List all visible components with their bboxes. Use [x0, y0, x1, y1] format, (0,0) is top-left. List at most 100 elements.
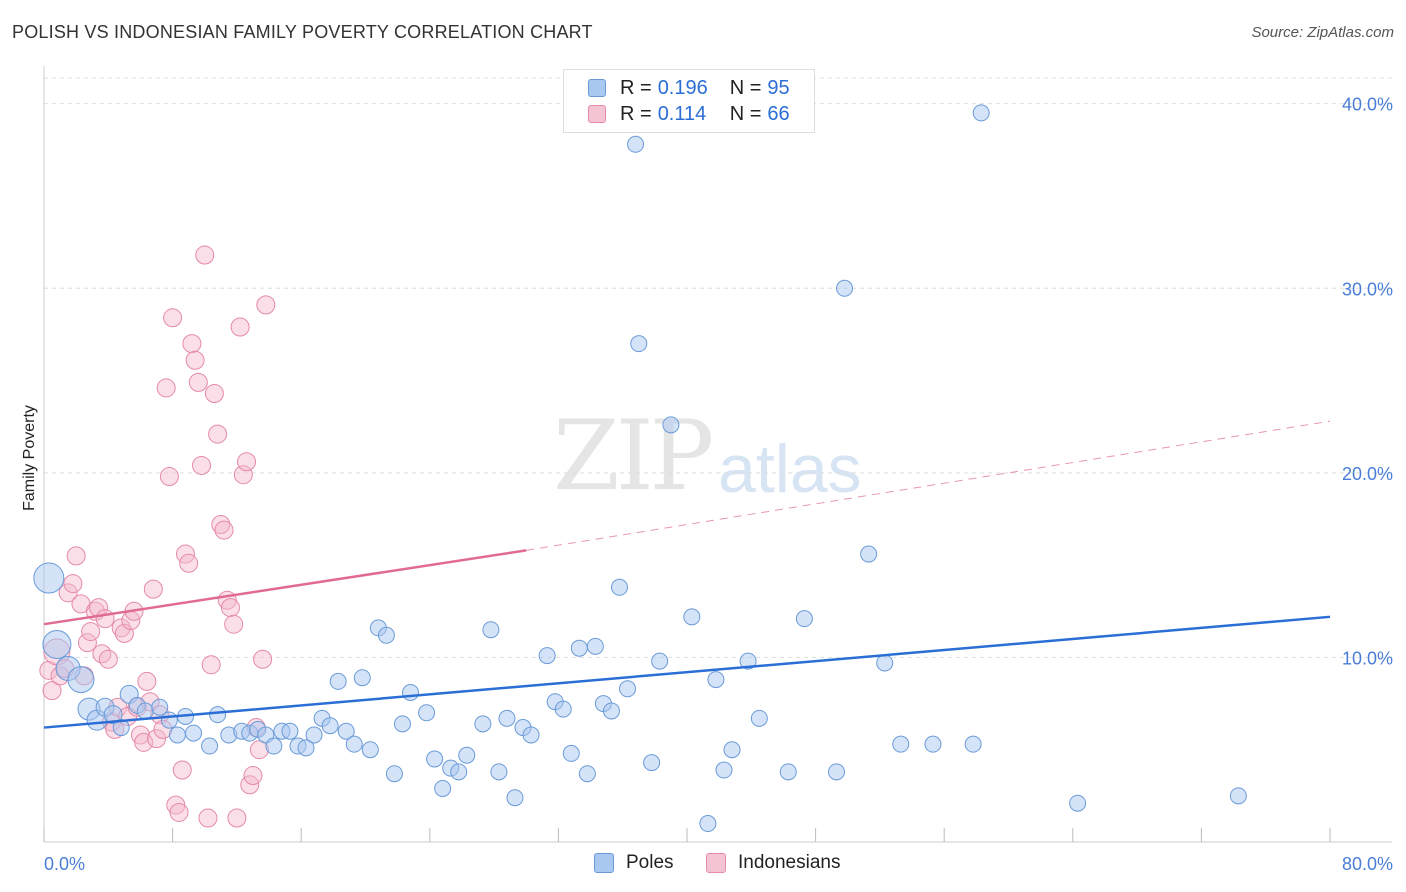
poles-point	[715, 761, 733, 779]
y-axis-label: Family Poverty	[21, 405, 38, 511]
poles-point	[892, 735, 910, 753]
poles-point	[297, 739, 315, 757]
poles-point	[329, 672, 347, 690]
poles-point	[474, 715, 492, 733]
y-tick-label-20: 20.0%	[1342, 464, 1393, 484]
poles-point	[651, 652, 669, 670]
watermark-zip: ZIP	[553, 400, 714, 512]
y-tick-label-40: 40.0%	[1342, 95, 1393, 115]
poles-point	[450, 763, 468, 781]
indonesians-point	[198, 808, 218, 828]
poles-point	[209, 706, 227, 724]
poles-point	[619, 680, 637, 698]
poles-point	[151, 698, 169, 716]
poles-point	[538, 647, 556, 665]
poles-point	[506, 789, 524, 807]
poles-point	[498, 709, 516, 727]
tick-labels: 10.0% 20.0% 30.0% 40.0% 0.0% 80.0%	[44, 95, 1393, 874]
poles-point	[353, 669, 371, 687]
indonesians-point	[192, 455, 212, 475]
poles-point	[103, 705, 123, 725]
indonesians-point	[66, 546, 86, 566]
poles-point	[683, 608, 701, 626]
poles-point	[699, 815, 717, 833]
poles-point	[662, 416, 680, 434]
poles-point	[795, 610, 813, 628]
indonesians-point	[224, 614, 244, 634]
indonesians-point	[92, 644, 112, 664]
poles-point	[67, 666, 95, 694]
indonesians-point	[143, 579, 163, 599]
poles-point	[337, 722, 355, 740]
indonesians-point	[147, 729, 167, 749]
indonesians-point	[188, 372, 208, 392]
poles-point	[739, 652, 757, 670]
poles-point	[385, 765, 403, 783]
indonesians-point	[185, 350, 205, 370]
poles-point	[490, 763, 508, 781]
indonesians-point	[156, 378, 176, 398]
x-tick-label-min: 0.0%	[44, 854, 85, 874]
poles-point	[827, 763, 845, 781]
poles-point	[610, 578, 628, 596]
indonesians-point	[169, 802, 189, 822]
indonesians-point	[237, 452, 257, 472]
legend-row-indonesians: R = 0.114 N = 66	[588, 102, 790, 126]
indonesians-point	[182, 334, 202, 354]
indonesians-point	[243, 766, 263, 786]
y-tick-label-10: 10.0%	[1342, 648, 1393, 668]
indonesians-point	[230, 317, 250, 337]
poles-trend-line	[43, 615, 1331, 729]
indonesians-point	[253, 649, 273, 669]
indonesians-point	[42, 681, 62, 701]
poles-point	[281, 722, 299, 740]
indonesians-point	[58, 583, 78, 603]
series-legend: Poles Indonesians	[0, 852, 1406, 878]
poles-point	[924, 735, 942, 753]
poles-n-value: 95	[767, 76, 790, 99]
indonesians-point	[95, 609, 115, 629]
indonesians-points	[39, 245, 276, 828]
legend-item-poles[interactable]: Poles	[594, 852, 674, 874]
indonesians-n-value: 66	[767, 102, 790, 125]
poles-point	[361, 741, 379, 759]
poles-point	[1069, 794, 1087, 812]
poles-point	[402, 683, 420, 701]
poles-points	[33, 104, 1247, 833]
chart-title: POLISH VS INDONESIAN FAMILY POVERTY CORR…	[12, 22, 593, 42]
poles-legend-icon	[594, 853, 614, 873]
poles-point	[33, 562, 65, 594]
poles-point	[426, 750, 444, 768]
indonesians-trend-line	[43, 549, 527, 626]
poles-point	[972, 104, 990, 122]
poles-point	[201, 737, 219, 755]
indonesians-point	[214, 520, 234, 540]
trend-lines	[43, 420, 1331, 729]
legend-item-indonesians[interactable]: Indonesians	[706, 852, 840, 874]
poles-point	[578, 765, 596, 783]
y-tick-label-30: 30.0%	[1342, 279, 1393, 299]
poles-point	[522, 726, 540, 744]
poles-point	[168, 726, 186, 744]
poles-point	[964, 735, 982, 753]
indonesians-point	[211, 515, 231, 535]
indonesians-point	[220, 598, 240, 618]
poles-n-label: N =	[729, 76, 762, 99]
poles-point	[458, 746, 476, 764]
indonesians-point	[98, 649, 118, 669]
watermark-atlas: atlas	[718, 431, 862, 507]
source-label: Source: ZipAtlas.com	[1251, 24, 1394, 41]
indonesians-r-label: R =	[620, 102, 652, 125]
indonesians-point	[111, 618, 131, 638]
legend-row-poles: R = 0.196 N = 95	[588, 76, 790, 100]
poles-point	[418, 704, 436, 722]
indonesians-legend-label: Indonesians	[738, 852, 841, 873]
poles-point	[602, 702, 620, 720]
indonesians-point	[201, 655, 221, 675]
poles-point	[586, 637, 604, 655]
axes	[43, 66, 1392, 843]
indonesians-swatch-icon	[588, 105, 606, 123]
poles-point	[630, 335, 648, 353]
grid-lines	[44, 77, 1392, 658]
